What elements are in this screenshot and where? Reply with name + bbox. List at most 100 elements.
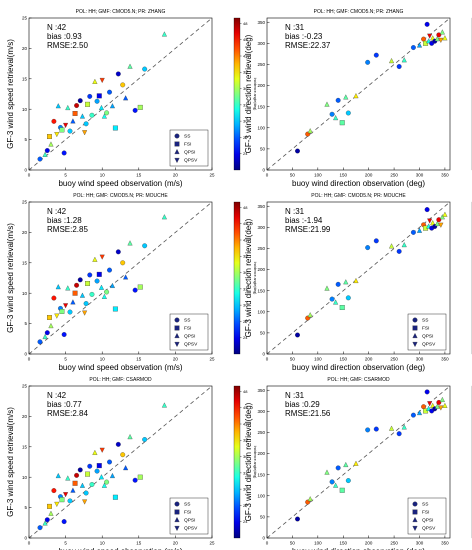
colorbar <box>233 17 241 171</box>
x-tick-label: 0 <box>266 357 269 362</box>
stat-line: bias :-0.23 <box>285 32 323 41</box>
qpsi-point <box>416 227 423 233</box>
y-tick-label: 300 <box>257 409 265 414</box>
y-tick-label: 10 <box>22 107 28 112</box>
x-tick-label: 100 <box>314 541 322 546</box>
x-tick-label: 5 <box>64 357 67 362</box>
y-tick-label: 100 <box>257 309 265 314</box>
x-tick-label: 350 <box>441 541 449 546</box>
ss-point <box>396 64 402 70</box>
x-axis-label: buoy wind speed observation (m/s) <box>58 179 182 188</box>
qpsv-point <box>99 447 105 453</box>
chart-title: POL: HH; GMF: CSARMOD <box>89 377 152 383</box>
ss-point <box>295 516 300 522</box>
fsi-point <box>412 509 418 515</box>
ss-point <box>424 21 430 27</box>
fsi-point <box>412 325 418 331</box>
qpsi-point <box>42 520 48 526</box>
ss-point <box>132 477 138 483</box>
x-tick-label: 300 <box>416 173 424 178</box>
ss-point <box>345 110 351 116</box>
x-tick-label: 250 <box>390 541 398 546</box>
legend-entry: QPSI <box>422 334 433 340</box>
identity-line <box>28 385 213 539</box>
colorbar-tick-label: 36 <box>243 454 248 459</box>
chart-title: POL: HH; GMF: CMOD5.N; PR: MOUCHE <box>311 193 406 199</box>
qpsv-point <box>174 525 180 532</box>
fsi-point <box>423 408 429 414</box>
qpsi-point <box>161 402 167 408</box>
y-tick-label: 20 <box>22 414 28 419</box>
y-tick-label: 5 <box>24 321 27 326</box>
qpsi-point <box>109 472 115 479</box>
x-tick-label: 150 <box>339 357 347 362</box>
fsi-point <box>59 497 65 503</box>
qpsi-point <box>324 101 330 107</box>
qpsi-point <box>48 322 54 329</box>
qpsi-point <box>109 282 115 288</box>
y-tick-label: 150 <box>257 472 265 477</box>
qpsi-point <box>55 284 61 290</box>
ss-point <box>94 98 100 104</box>
y-tick-label: 50 <box>260 330 266 335</box>
legend-entry: SS <box>422 502 428 508</box>
x-tick-label: 15 <box>136 357 142 362</box>
x-tick-label: 300 <box>416 357 424 362</box>
ss-point <box>436 32 442 38</box>
x-axis-label: buoy wind speed observation (m/s) <box>58 547 182 550</box>
qpsi-point <box>92 449 98 455</box>
qpsi-point <box>401 57 407 63</box>
chart-panel-3: POL: HH; GMF: CMOD5.N; PR: MOUCHE 0 5 10 15 2… <box>6 193 257 372</box>
fsi-point <box>112 494 118 500</box>
y-tick-label: 25 <box>22 200 28 205</box>
ss-point <box>120 452 126 458</box>
y-tick-label: 350 <box>257 204 265 209</box>
colorbar-tick-label: 30 <box>243 487 248 492</box>
ss-point <box>83 301 89 306</box>
qpsv-point <box>63 303 69 309</box>
qpsi-point <box>79 292 85 298</box>
qpsi-point <box>70 299 76 305</box>
x-tick-label: 50 <box>290 173 296 178</box>
ss-point <box>107 89 112 95</box>
ss-point <box>142 437 148 442</box>
qpsi-point <box>388 425 395 431</box>
ss-point <box>436 217 442 223</box>
colorbar-tick-label: 45 <box>243 221 248 226</box>
qpsi-point <box>307 496 313 502</box>
stat-line: bias :-1.94 <box>285 216 323 225</box>
qpsv-point <box>82 499 88 505</box>
qpsi-point <box>434 403 440 409</box>
ss-point <box>107 267 112 273</box>
qpsi-point <box>416 42 423 48</box>
ss-point <box>89 291 95 297</box>
y-tick-label: 15 <box>22 444 28 449</box>
legend-entry: FSI <box>184 326 191 332</box>
x-tick-label: 200 <box>365 357 373 362</box>
y-axis-label: GF-3 wind direction retrieval(deg) <box>244 402 253 521</box>
fsi-point <box>112 125 118 131</box>
y-axis-label: GF-3 wind speed retrieval(m/s) <box>6 223 15 333</box>
colorbar-tick-label: 24 <box>243 151 248 156</box>
y-tick-label: 350 <box>257 20 265 25</box>
stat-line: RMSE:2.85 <box>47 225 88 234</box>
qpsi-point <box>439 214 445 220</box>
colorbar-tick-label: 30 <box>243 303 248 308</box>
qpsi-point <box>48 141 54 147</box>
x-axis-label: buoy wind direction observation (deg) <box>292 547 425 550</box>
qpsi-point <box>65 285 71 291</box>
ss-point <box>436 400 442 405</box>
qpsi-point <box>388 243 395 249</box>
qpsi-point <box>161 31 167 37</box>
y-tick-label: 0 <box>24 352 27 357</box>
fsi-point <box>137 284 143 290</box>
x-axis-label: buoy wind direction observation (deg) <box>292 179 425 188</box>
qpsv-point <box>174 157 180 164</box>
ss-point <box>87 463 93 469</box>
ss-point <box>44 330 50 336</box>
y-tick-label: 350 <box>257 388 265 393</box>
qpsv-point <box>427 33 433 39</box>
qpsv-point <box>438 37 444 43</box>
qpsv-point <box>438 222 444 228</box>
ss-point <box>365 427 371 433</box>
